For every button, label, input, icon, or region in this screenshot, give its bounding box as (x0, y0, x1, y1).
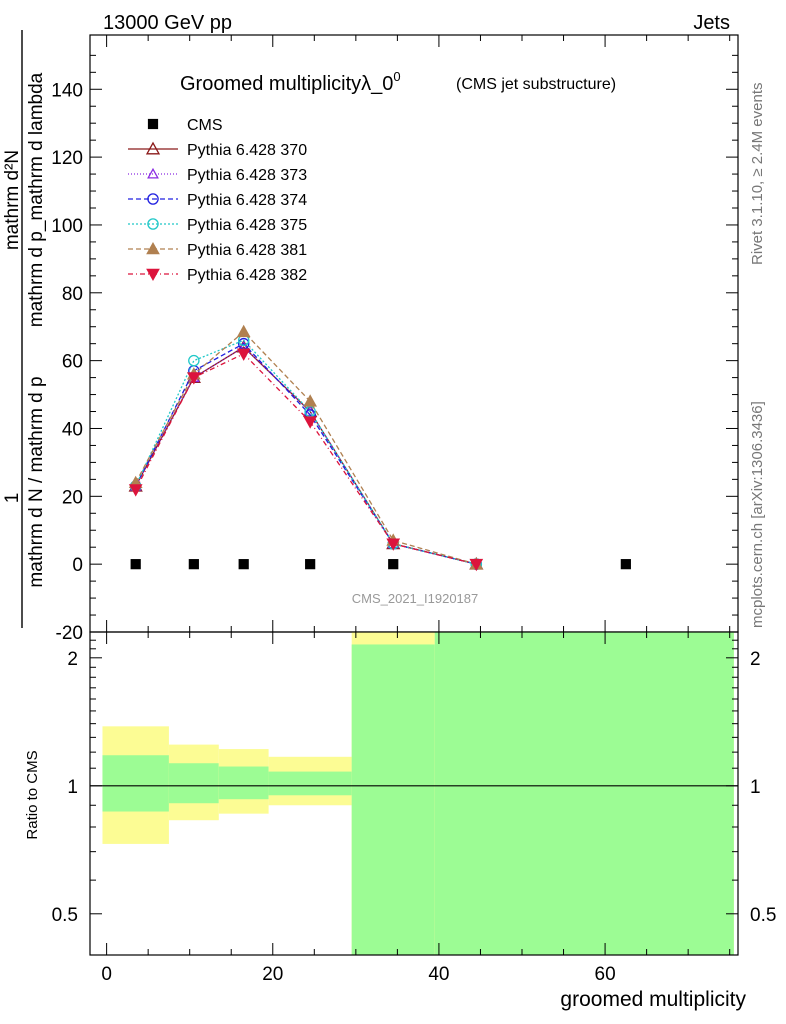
ratio-band-inner (168, 763, 219, 804)
data-point (188, 354, 200, 367)
data-point (620, 559, 631, 570)
x-tick-label: 60 (595, 964, 616, 985)
legend-label: Pythia 6.428 382 (187, 267, 307, 284)
beam-label: 13000 GeV pp (103, 12, 232, 34)
watermark: CMS_2021_I1920187 (352, 591, 479, 606)
data-point (238, 559, 249, 570)
data-point (303, 394, 318, 407)
data-point (145, 141, 161, 155)
y-tick-label: 100 (51, 216, 83, 237)
ratio-tick-label: 1 (67, 777, 78, 798)
legend-label: Pythia 6.428 375 (187, 217, 307, 234)
data-point (386, 538, 401, 551)
ratio-panel: 0 20 40 60 0.5 0.5 1 1 2 2 (52, 631, 776, 985)
y-title-prefix-num: 1 (2, 493, 23, 504)
data-point (236, 348, 251, 361)
process-label: Jets (693, 12, 730, 34)
legend-item-cms: CMS (147, 117, 223, 134)
y-title-prefix-den: mathrm d N / mathrm d p (26, 376, 47, 587)
ratio-band-inner (218, 766, 269, 800)
x-tick-label: 20 (262, 964, 283, 985)
ratio-y-axis-title: Ratio to CMS (24, 750, 41, 839)
data-point (147, 167, 159, 179)
legend-label: CMS (187, 117, 223, 134)
data-point (146, 241, 160, 255)
ratio-band-inner (268, 771, 352, 796)
data-point (186, 372, 201, 385)
y-tick-label: 60 (62, 352, 83, 373)
ratio-frame (89, 631, 739, 956)
chart-subtitle: (CMS jet substructure) (456, 76, 616, 93)
legend-label: Pythia 6.428 381 (187, 242, 307, 259)
y-tick-label: -20 (56, 623, 83, 644)
data-point (128, 484, 143, 497)
ratio-tick-label: 0.5 (750, 905, 776, 926)
data-point (147, 218, 159, 230)
data-point (236, 324, 251, 338)
data-point (146, 268, 160, 282)
data-point (147, 118, 159, 130)
data-point (147, 193, 159, 205)
series-4 (129, 334, 483, 570)
y-axis-title: 1 mathrm d²N mathrm d N / mathrm d p mat… (2, 30, 47, 628)
data-point (469, 558, 484, 572)
chart-title-main: Groomed multiplicityλ_0 (180, 73, 393, 95)
data-point (388, 559, 399, 570)
rivet-label: Rivet 3.1.10, ≥ 2.4M events (749, 83, 766, 266)
legend: CMS Pythia 6.428 370 Pythia 6.428 373 Pythi… (128, 117, 307, 284)
legend-item-4: Pythia 6.428 375 (128, 217, 307, 234)
x-tick-label: 0 (101, 964, 112, 985)
series-6 (128, 348, 484, 572)
data-point (305, 559, 316, 570)
chart-title: Groomed multiplicityλ_00 (180, 69, 401, 95)
series-line (135, 346, 477, 565)
x-tick-label: 40 (428, 964, 449, 985)
series-5 (128, 324, 484, 570)
legend-label: Pythia 6.428 373 (187, 167, 307, 184)
chart-title-sup: 0 (393, 69, 400, 84)
y-tick-label: 120 (51, 148, 83, 169)
series-line (135, 339, 477, 565)
ratio-tick-label: 2 (750, 649, 761, 670)
series-line (135, 330, 477, 565)
y-title-denominator: mathrm d p_mathrm d lambda (26, 72, 47, 327)
legend-item-1: Pythia 6.428 370 (128, 141, 307, 159)
series-3 (129, 337, 483, 570)
y-tick-label: 0 (72, 555, 83, 576)
ratio-band-inner (434, 632, 734, 955)
ratio-tick-label: 1 (750, 777, 761, 798)
main-panel: -20 0 20 40 60 80 100 120 140 (51, 34, 739, 644)
ratio-tick-label: 0.5 (52, 905, 78, 926)
series-line (135, 346, 477, 565)
y-tick-label: 20 (62, 487, 83, 508)
y-tick-label: 40 (62, 419, 83, 440)
legend-item-2: Pythia 6.428 373 (128, 167, 307, 184)
y-tick-label: 80 (62, 284, 83, 305)
series-line (135, 353, 477, 565)
y-title-numerator: mathrm d²N (2, 150, 23, 250)
data-point (188, 559, 199, 570)
ratio-tick-label: 2 (67, 649, 78, 670)
x-axis-title: groomed multiplicity (560, 988, 746, 1011)
legend-item-3: Pythia 6.428 374 (128, 192, 307, 209)
ratio-band-inner (102, 755, 169, 812)
legend-label: Pythia 6.428 374 (187, 192, 307, 209)
data-point (303, 416, 318, 429)
y-tick-label: 140 (51, 80, 83, 101)
legend-item-5: Pythia 6.428 381 (128, 241, 307, 259)
cms-data (130, 559, 631, 570)
series-1 (128, 339, 484, 570)
series-2 (129, 340, 483, 569)
ratio-band-inner (351, 644, 435, 955)
legend-item-6: Pythia 6.428 382 (128, 267, 307, 284)
data-point (130, 559, 141, 570)
legend-label: Pythia 6.428 370 (187, 142, 307, 159)
mcplots-label: mcplots.cern.ch [arXiv:1306.3436] (749, 401, 766, 628)
